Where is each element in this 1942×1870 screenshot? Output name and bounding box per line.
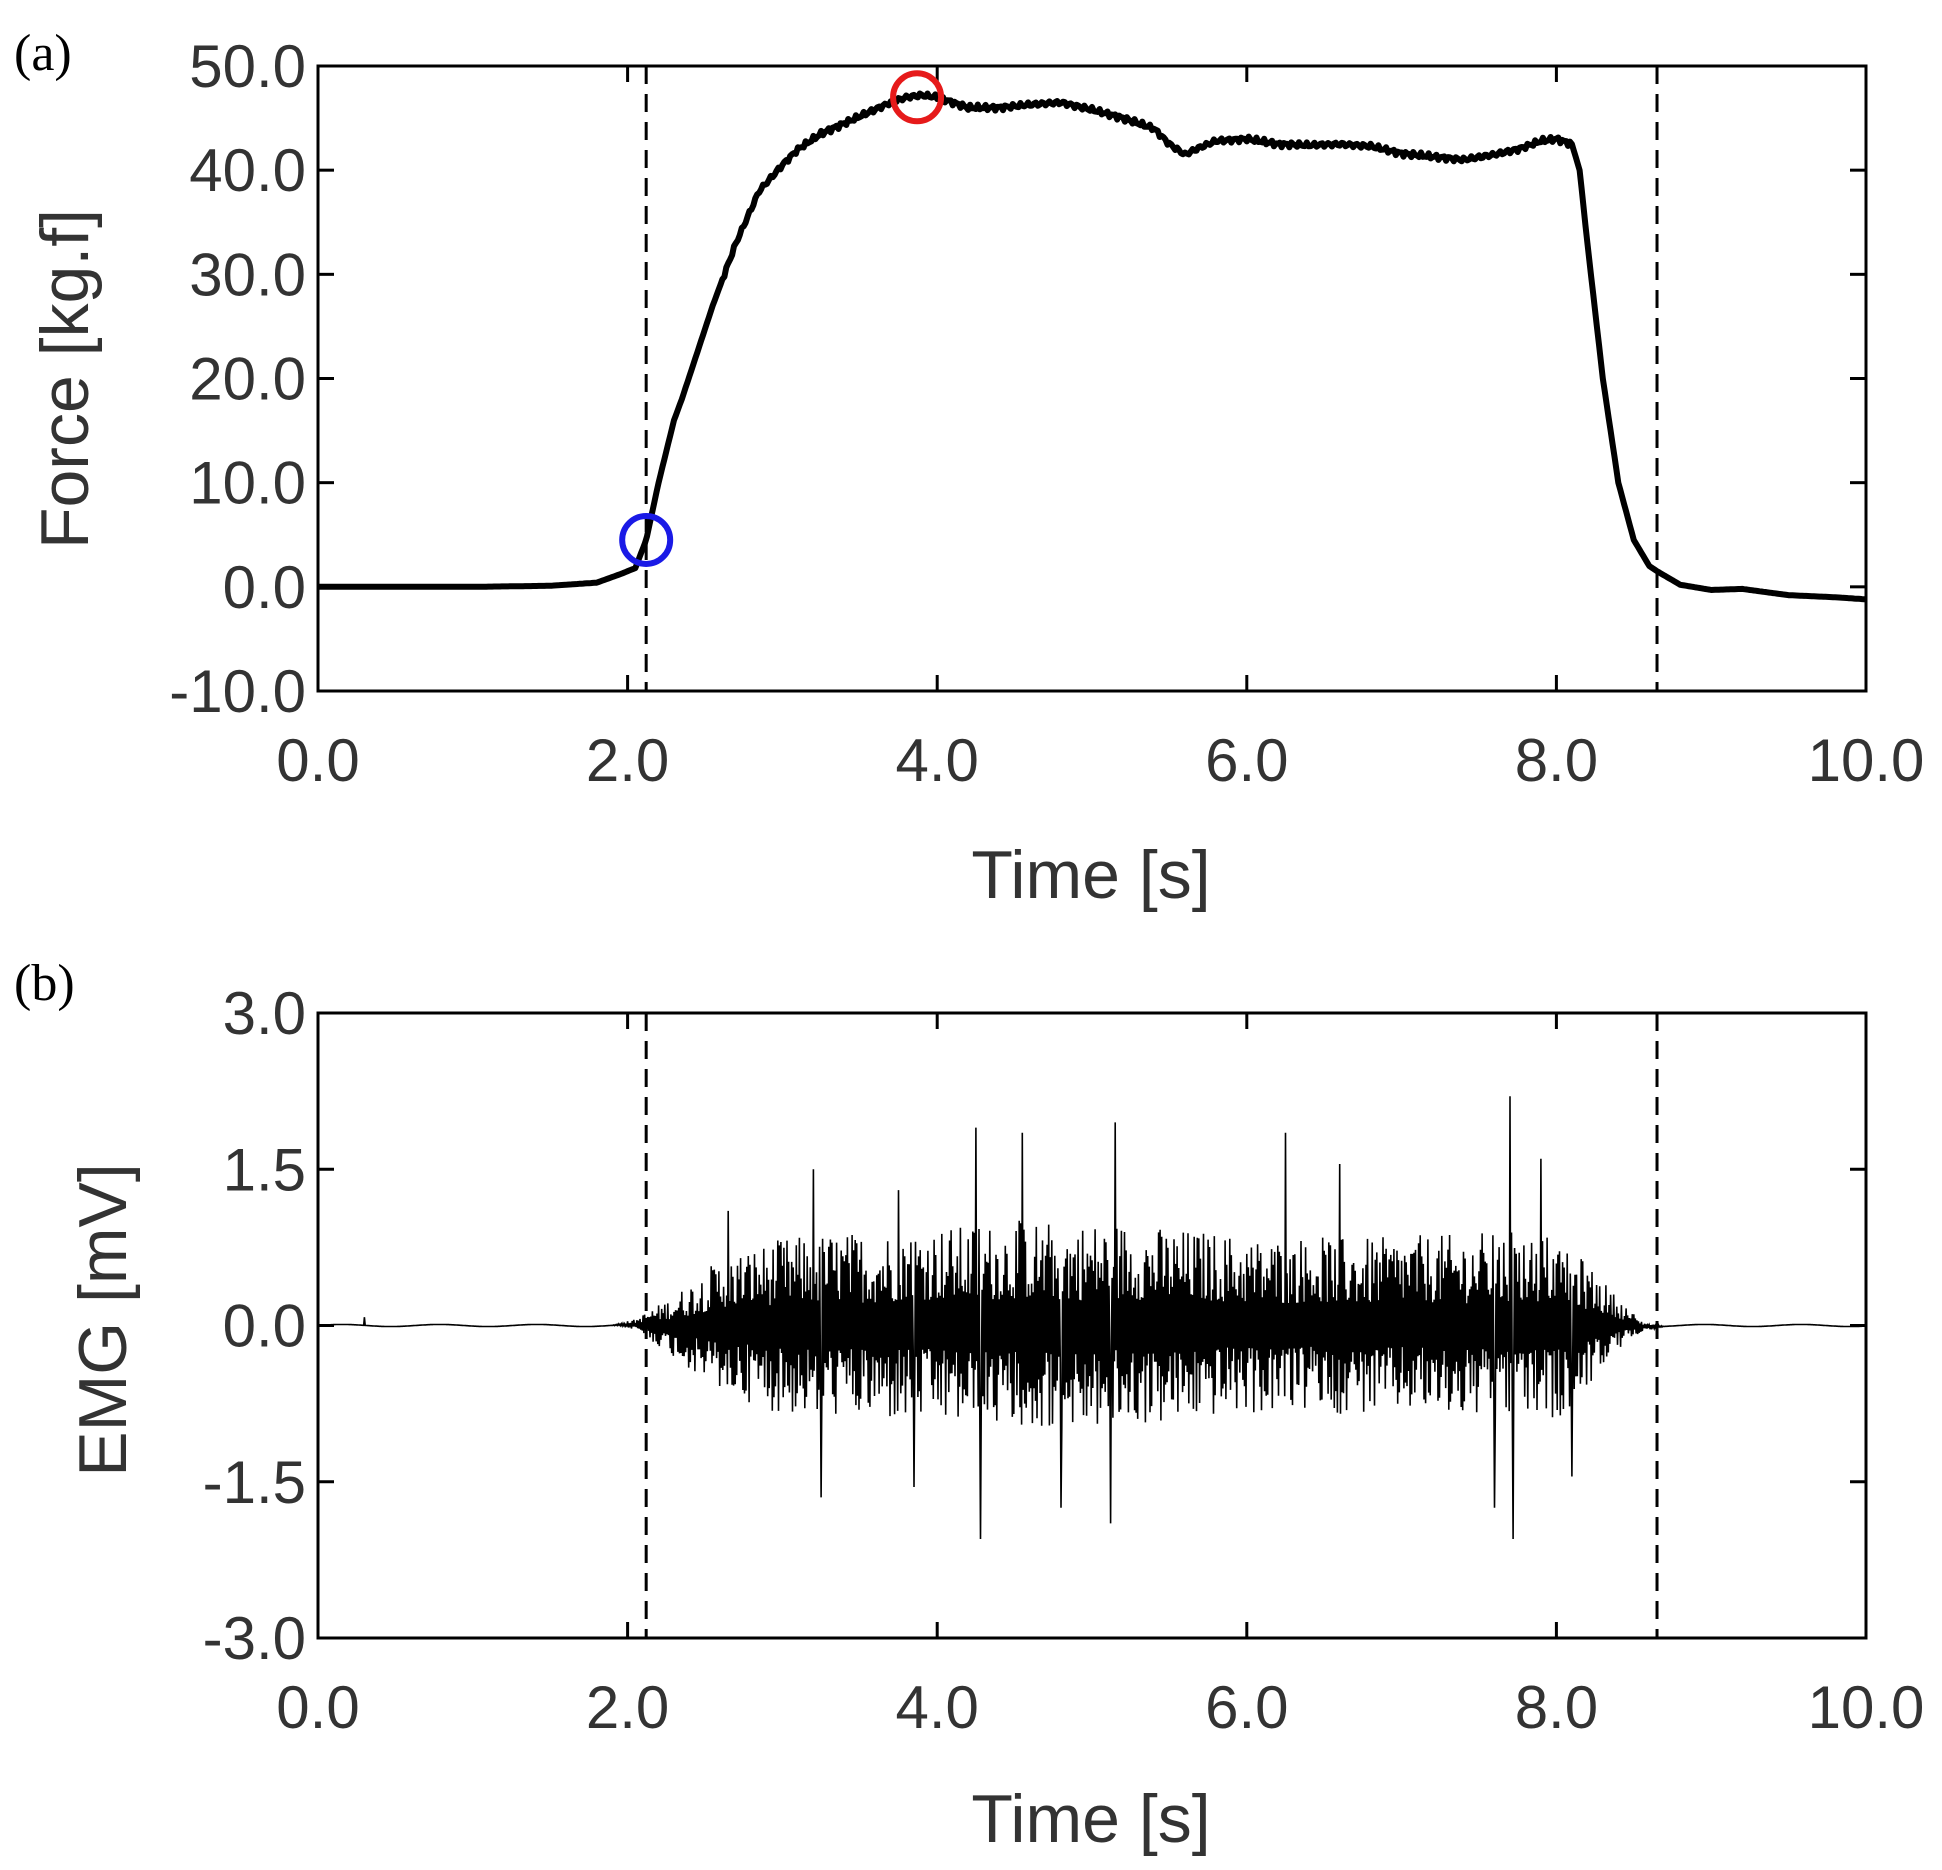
y-tick-label: 0.0 [223,554,306,621]
y-tick-label: 0.0 [223,1293,306,1360]
y-tick-label: 20.0 [189,346,306,413]
panel-a-label: (a) [14,25,72,82]
panel-a-y-axis-title: Force [kg.f] [27,209,103,549]
x-tick-label: 8.0 [1515,1674,1598,1741]
x-tick-label: 10.0 [1808,727,1925,794]
panel-a-force-chart: (a) 0.0 2.0 4.0 6.0 8.0 10.0 -10.00.010.020.0… [14,25,1924,913]
y-tick-label: -3.0 [203,1605,306,1672]
x-tick-label: 4.0 [895,727,978,794]
y-tick-label: -1.5 [203,1449,306,1516]
x-tick-label: 8.0 [1515,727,1598,794]
panel-a-x-tick-labels: 0.0 2.0 4.0 6.0 8.0 10.0 [276,727,1924,794]
x-tick-label: 2.0 [586,727,669,794]
panel-b-emg-chart: (b) 0.0 2.0 4.0 6.0 8.0 10.0 -3.0 -1.5 0.0 1.5 3.… [14,955,1924,1857]
emg-series-line [317,1096,1867,1540]
y-tick-label: -10.0 [169,658,306,725]
y-tick-label: 10.0 [189,450,306,517]
y-tick-label: 3.0 [223,980,306,1047]
x-tick-label: 4.0 [895,1674,978,1741]
panel-a-y-tick-labels: -10.0 0.0 10.0 20.0 30.0 40.0 50.0 [169,33,306,725]
y-tick-label: 50.0 [189,33,306,100]
panel-a-plot-frame [316,64,1868,693]
y-tick-label: 1.5 [223,1136,306,1203]
panel-a-event-lines [644,66,1659,691]
x-tick-label: 6.0 [1205,727,1288,794]
x-tick-label: 0.0 [276,1674,359,1741]
panel-b-y-tick-labels: -3.0 -1.5 0.0 1.5 3.0 [203,980,306,1672]
panel-b-plot-frame [316,1011,1868,1640]
panel-a-x-axis-title: Time [s] [971,837,1210,913]
panel-b-x-axis-title: Time [s] [971,1781,1210,1857]
panel-b-label: (b) [14,955,75,1012]
force-series-line [316,90,1868,603]
force-peak-marker [890,70,945,125]
x-tick-label: 0.0 [276,727,359,794]
x-tick-label: 6.0 [1205,1674,1288,1741]
x-tick-label: 2.0 [586,1674,669,1741]
panel-a-ticks [316,64,1868,693]
panel-b-x-tick-labels: 0.0 2.0 4.0 6.0 8.0 10.0 [276,1674,1924,1741]
y-tick-label: 30.0 [189,241,306,308]
y-tick-label: 40.0 [189,137,306,204]
force-onset-marker [619,512,674,567]
x-tick-label: 10.0 [1808,1674,1925,1741]
panel-b-y-axis-title: EMG [mV] [65,1163,141,1477]
